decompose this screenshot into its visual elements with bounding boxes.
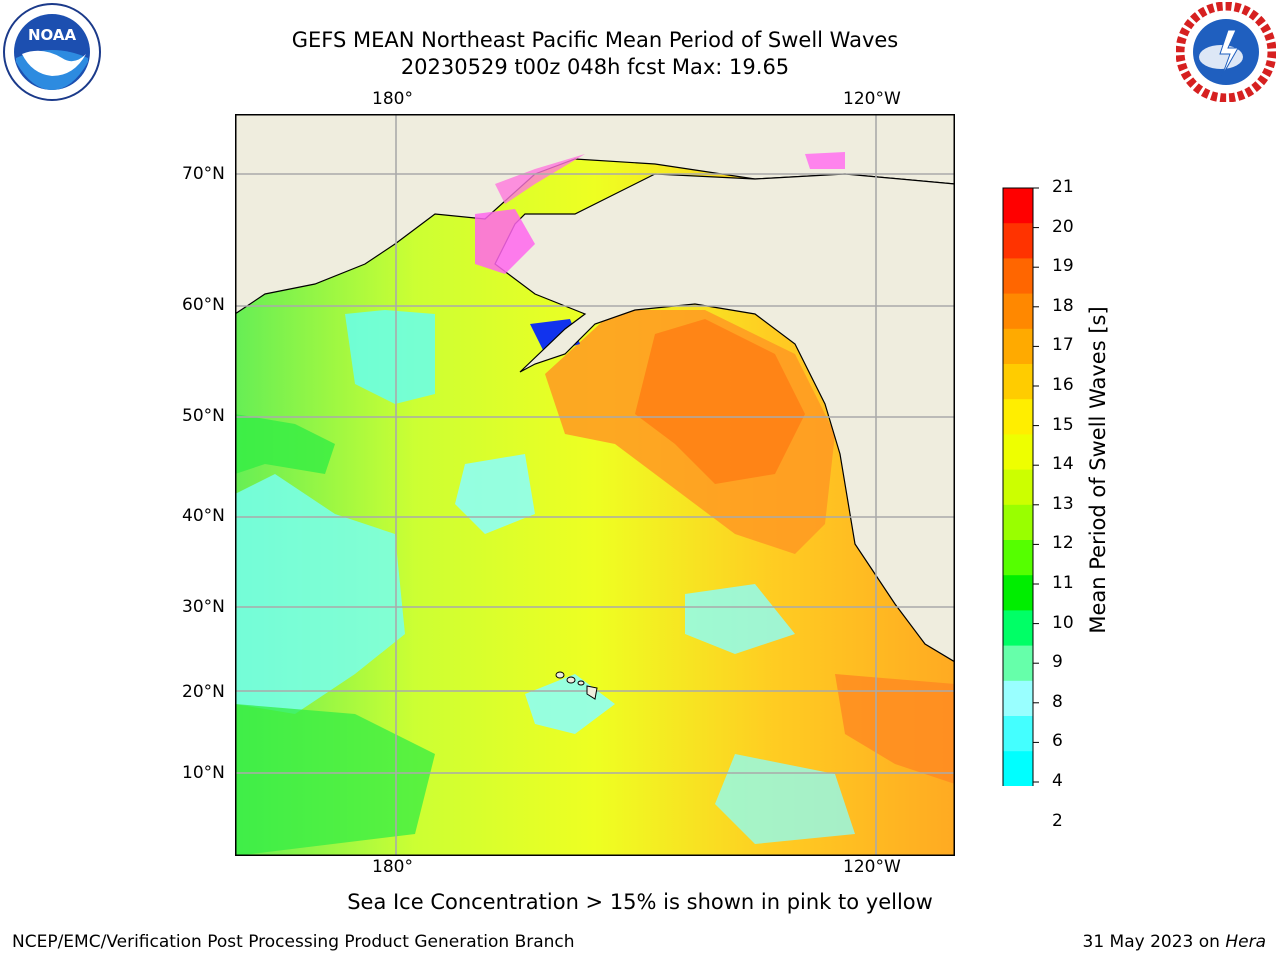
chart-subtitle: 20230529 t00z 048h fcst Max: 19.65 [400, 55, 790, 79]
map-frame [235, 114, 955, 856]
low-period-region-west [235, 474, 405, 714]
colorbar-tick-label: 13 [1052, 493, 1074, 514]
top-lon-label-120w: 120°W [843, 89, 901, 109]
sea-ice-caption: Sea Ice Concentration > 15% is shown in … [347, 890, 933, 914]
swell-period-map [235, 114, 955, 856]
lat-label-70n: 70°N [182, 164, 225, 184]
lat-label-20n: 20°N [182, 682, 225, 702]
colorbar-tick-label: 6 [1052, 731, 1063, 752]
footer-machine: Hera [1225, 932, 1266, 952]
colorbar-tick-label: 2 [1052, 810, 1063, 831]
footer-credit: NCEP/EMC/Verification Post Processing Pr… [12, 932, 575, 952]
colorbar-tick-label: 12 [1052, 533, 1074, 554]
noaa-logo-text: NOAA [28, 26, 77, 44]
colorbar-segment [1003, 540, 1033, 576]
colorbar-tick-label: 20 [1052, 216, 1074, 237]
bottom-lon-label-180: 180° [372, 857, 413, 877]
colorbar [1002, 187, 1039, 786]
colorbar-segment [1003, 716, 1033, 752]
colorbar-tick-label: 4 [1052, 771, 1063, 791]
colorbar-segment [1003, 575, 1033, 611]
colorbar-segment [1003, 258, 1033, 295]
bottom-lon-label-120w: 120°W [843, 857, 901, 877]
colorbar-segment [1003, 364, 1033, 400]
colorbar-segment [1003, 399, 1033, 435]
high-period-south [835, 674, 955, 784]
national-weather-service-logo-icon [1176, 2, 1276, 102]
sea-ice-chukchi [475, 209, 535, 274]
footer-date-text: 31 May 2023 on [1082, 932, 1226, 952]
colorbar-segment [1003, 504, 1033, 541]
colorbar-tick-label: 11 [1052, 573, 1074, 593]
lat-label-50n: 50°N [182, 406, 225, 426]
high-period-core [635, 319, 805, 484]
chart-title: GEFS MEAN Northeast Pacific Mean Period … [291, 28, 899, 52]
noaa-logo-icon: NOAA [3, 3, 101, 101]
colorbar-segment [1003, 610, 1033, 647]
colorbar-segment [1003, 188, 1033, 224]
colorbar-segment [1003, 469, 1033, 506]
green-band-west [235, 414, 335, 474]
lat-label-10n: 10°N [182, 763, 225, 783]
colorbar-tick-label: 18 [1052, 295, 1074, 316]
green-band-south [235, 704, 435, 856]
lat-label-60n: 60°N [182, 295, 225, 315]
sea-ice-beaufort [805, 152, 845, 169]
colorbar-tick-label: 14 [1052, 454, 1074, 475]
colorbar-segment [1003, 751, 1033, 786]
land-alaska-canada [494, 173, 955, 663]
colorbar-tick-label: 8 [1052, 691, 1063, 712]
land-sea-ice-strip [495, 154, 585, 204]
colorbar-segment [1003, 434, 1033, 471]
colorbar-tick-label: 17 [1052, 335, 1074, 356]
hawaii-islands [555, 671, 598, 700]
colorbar-tick-label: 21 [1052, 177, 1074, 197]
low-period-region-gulf [345, 310, 435, 404]
lat-label-40n: 40°N [182, 506, 225, 526]
colorbar-segment [1003, 680, 1033, 717]
colorbar-tick-label: 10 [1052, 612, 1074, 633]
low-period-patch-south [715, 754, 855, 844]
colorbar-tick-label: 19 [1052, 256, 1074, 277]
low-period-patch-southeast [685, 584, 795, 654]
colorbar-tick-label: 9 [1052, 652, 1063, 673]
colorbar-segment [1003, 223, 1033, 259]
colorbar-segment [1003, 645, 1033, 682]
footer-date: 31 May 2023 on Hera [1083, 932, 1267, 952]
colorbar-label: Mean Period of Swell Waves [s] [1086, 306, 1110, 634]
lat-label-30n: 30°N [182, 597, 225, 617]
colorbar-segment [1003, 293, 1033, 330]
colorbar-segment [1003, 328, 1033, 365]
top-lon-label-180: 180° [372, 89, 413, 109]
colorbar-tick-label: 15 [1052, 414, 1074, 435]
colorbar-tick-label: 16 [1052, 375, 1074, 395]
low-period-patch-central [455, 454, 535, 534]
